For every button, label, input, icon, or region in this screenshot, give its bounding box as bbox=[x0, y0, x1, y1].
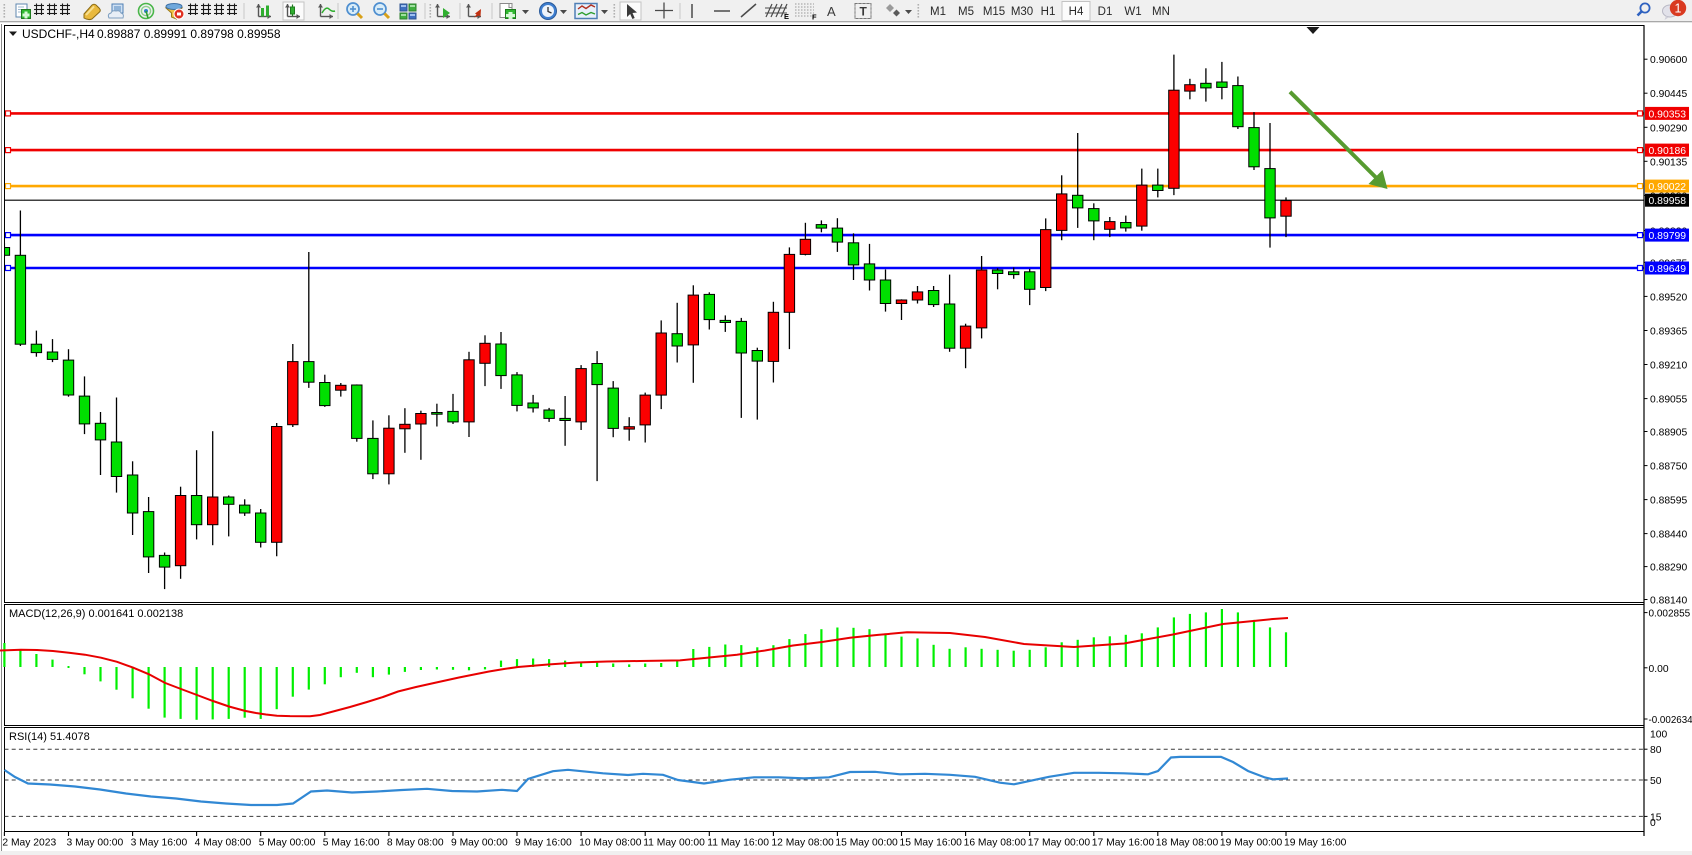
svg-text:D1: D1 bbox=[1098, 6, 1113, 18]
svg-text:E: E bbox=[784, 12, 789, 21]
svg-text:0.90022: 0.90022 bbox=[1649, 182, 1687, 193]
svg-text:-0.002634: -0.002634 bbox=[1649, 715, 1692, 726]
svg-text:19 May 16:00: 19 May 16:00 bbox=[1284, 838, 1347, 849]
svg-text:W1: W1 bbox=[1124, 6, 1141, 18]
svg-text:80: 80 bbox=[1650, 745, 1662, 756]
svg-text:0.88290: 0.88290 bbox=[1650, 563, 1687, 574]
svg-text:0.00: 0.00 bbox=[1649, 664, 1669, 675]
svg-text:0.88440: 0.88440 bbox=[1650, 530, 1687, 541]
svg-text:15 May 00:00: 15 May 00:00 bbox=[835, 838, 898, 849]
svg-text:11 May 16:00: 11 May 16:00 bbox=[707, 838, 769, 849]
svg-text:0.90445: 0.90445 bbox=[1650, 89, 1687, 100]
svg-text:RSI(14) 51.4078: RSI(14) 51.4078 bbox=[9, 731, 90, 743]
svg-text:0.89055: 0.89055 bbox=[1650, 395, 1687, 406]
svg-text:9 May 16:00: 9 May 16:00 bbox=[515, 838, 572, 849]
svg-text:MACD(12,26,9) 0.001641 0.00213: MACD(12,26,9) 0.001641 0.002138 bbox=[9, 608, 183, 620]
svg-text:0.90290: 0.90290 bbox=[1650, 123, 1687, 134]
svg-text:0.90135: 0.90135 bbox=[1650, 157, 1687, 168]
svg-text:0.89520: 0.89520 bbox=[1650, 292, 1687, 303]
svg-text:18 May 08:00: 18 May 08:00 bbox=[1156, 838, 1219, 849]
svg-text:3 May 00:00: 3 May 00:00 bbox=[67, 838, 124, 849]
svg-text:0.88905: 0.88905 bbox=[1650, 428, 1687, 439]
svg-text:M15: M15 bbox=[983, 6, 1005, 18]
svg-text:USDCHF-,H4: USDCHF-,H4 bbox=[22, 27, 95, 41]
svg-text:F: F bbox=[812, 13, 817, 22]
svg-text:4 May 08:00: 4 May 08:00 bbox=[195, 838, 252, 849]
svg-text:5 May 16:00: 5 May 16:00 bbox=[323, 838, 380, 849]
svg-text:0.90186: 0.90186 bbox=[1649, 146, 1687, 157]
svg-text:0.88140: 0.88140 bbox=[1650, 596, 1687, 607]
svg-text:H4: H4 bbox=[1069, 6, 1084, 18]
svg-text:0.89799: 0.89799 bbox=[1649, 231, 1687, 242]
svg-text:50: 50 bbox=[1650, 776, 1662, 787]
svg-text:M1: M1 bbox=[930, 6, 946, 18]
svg-text:12 May 08:00: 12 May 08:00 bbox=[771, 838, 834, 849]
svg-text:0.89649: 0.89649 bbox=[1649, 264, 1687, 275]
svg-text:M5: M5 bbox=[958, 6, 974, 18]
svg-text:11 May 00:00: 11 May 00:00 bbox=[643, 838, 705, 849]
svg-text:A: A bbox=[827, 4, 836, 19]
svg-text:0.88595: 0.88595 bbox=[1650, 496, 1687, 507]
svg-text:1: 1 bbox=[1675, 2, 1682, 16]
svg-text:T: T bbox=[860, 5, 868, 19]
svg-text:5 May 00:00: 5 May 00:00 bbox=[259, 838, 316, 849]
svg-text:0.89887 0.89991 0.89798 0.8995: 0.89887 0.89991 0.89798 0.89958 bbox=[97, 27, 281, 41]
svg-text:8 May 08:00: 8 May 08:00 bbox=[387, 838, 444, 849]
svg-text:0.002855: 0.002855 bbox=[1649, 609, 1691, 620]
svg-text:0.90353: 0.90353 bbox=[1649, 109, 1687, 120]
svg-text:MN: MN bbox=[1152, 6, 1170, 18]
svg-text:17 May 16:00: 17 May 16:00 bbox=[1092, 838, 1155, 849]
svg-text:0: 0 bbox=[1650, 818, 1656, 829]
svg-text:M30: M30 bbox=[1011, 6, 1033, 18]
svg-text:0.89210: 0.89210 bbox=[1650, 361, 1687, 372]
svg-text:19 May 00:00: 19 May 00:00 bbox=[1220, 838, 1283, 849]
svg-text:10 May 08:00: 10 May 08:00 bbox=[579, 838, 642, 849]
svg-text:3 May 16:00: 3 May 16:00 bbox=[131, 838, 188, 849]
svg-text:2 May 2023: 2 May 2023 bbox=[2, 838, 56, 849]
svg-text:15 May 16:00: 15 May 16:00 bbox=[900, 838, 963, 849]
svg-text:17 May 00:00: 17 May 00:00 bbox=[1028, 838, 1091, 849]
svg-text:16 May 08:00: 16 May 08:00 bbox=[964, 838, 1027, 849]
svg-text:0.89958: 0.89958 bbox=[1649, 196, 1687, 207]
svg-text:0.88750: 0.88750 bbox=[1650, 462, 1687, 473]
svg-text:100: 100 bbox=[1650, 730, 1667, 741]
svg-text:15: 15 bbox=[1650, 812, 1662, 823]
svg-text:0.89365: 0.89365 bbox=[1650, 327, 1687, 338]
svg-text:H1: H1 bbox=[1041, 6, 1056, 18]
svg-text:9 May 00:00: 9 May 00:00 bbox=[451, 838, 508, 849]
svg-text:0.90600: 0.90600 bbox=[1650, 55, 1687, 66]
